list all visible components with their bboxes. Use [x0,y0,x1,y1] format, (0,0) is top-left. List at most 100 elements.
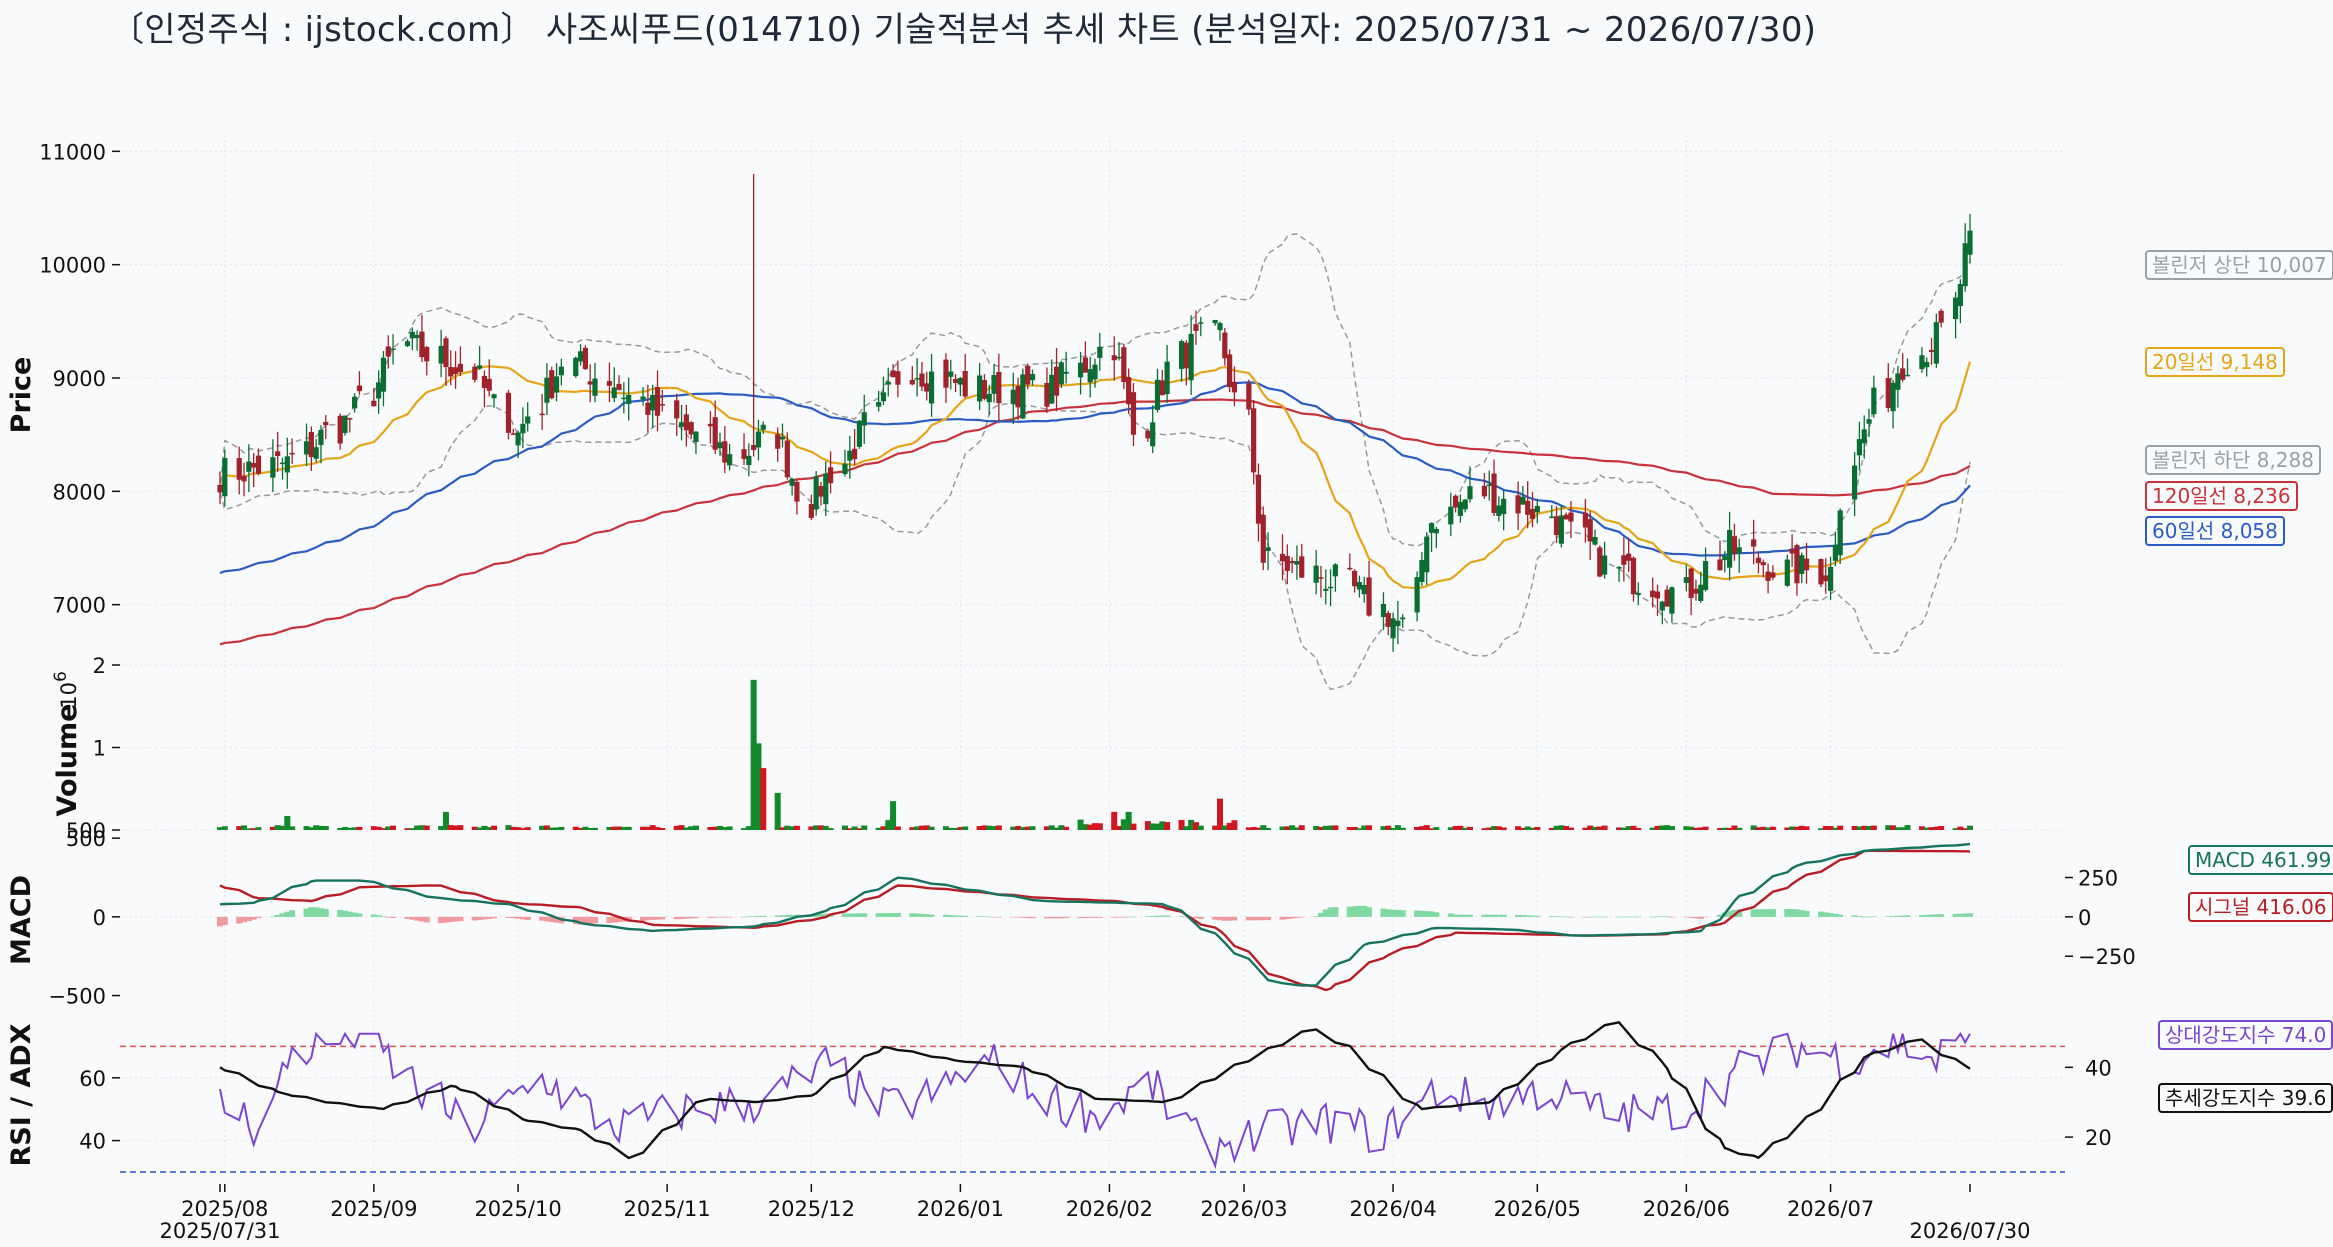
macd-histogram-bar [1356,905,1363,917]
volume-bar [1798,825,1805,830]
badge-rsi: 상대강도지수 74.0 [2158,1019,2333,1050]
macd-histogram-bar [1380,908,1387,917]
candle-body [323,421,329,426]
candle-body [611,387,617,399]
macd-histogram-bar [817,913,824,917]
candle-body [1433,528,1439,534]
macd-histogram-bar [1399,910,1406,917]
candle-body [472,366,478,380]
candle-body [1467,486,1473,500]
macd-histogram-bar [692,916,699,919]
volume-bar [1928,827,1935,830]
macd-histogram-bar [995,916,1002,918]
macd-histogram-bar [1164,915,1171,917]
volume-bar [793,825,800,830]
volume-bar [1529,827,1536,830]
volume-bar [1423,825,1430,830]
macd-histogram-bar [380,916,387,917]
volume-bar [404,828,411,830]
volume-bar [1380,826,1387,830]
macd-histogram-bar [616,916,623,923]
macd-histogram-bar [789,914,796,917]
candle-body [318,429,324,445]
candle-body [712,417,718,450]
candle-body [924,383,930,392]
macd-histogram-bar [1515,914,1522,917]
volume-bar [317,825,324,830]
macd-histogram-bar [1058,916,1065,919]
volume-bar [1894,827,1901,830]
volume-bar [587,827,594,830]
candle-body [1837,510,1843,556]
macd-histogram-bar [1346,906,1353,917]
volume-bar [447,825,454,830]
volume-bar [1087,824,1094,830]
macd-histogram-bar [890,912,897,917]
macd-histogram-bar [909,913,916,917]
candle-body [1698,584,1704,601]
ma60-line [219,381,1971,574]
volume-bar [1043,826,1050,830]
volume-bar [745,826,752,830]
macd-histogram-bar [375,915,382,917]
macd-histogram-bar [1894,915,1901,917]
candle-body [626,394,632,404]
macd-histogram-bar [1024,916,1031,918]
candle-body [880,392,887,402]
candle-body [1352,570,1358,587]
candle-body [1452,495,1459,508]
volume-bar [1731,825,1738,830]
candle-body [1952,297,1959,320]
macd-histogram-bar [1394,909,1401,917]
volume-bar [471,826,478,830]
macd-histogram-bar [1159,915,1166,917]
macd-histogram-bar [918,913,925,917]
macd-histogram-bar [1015,916,1022,918]
candle-body [1212,319,1218,324]
candle-body [1597,547,1603,577]
volume-tick-label: 500 [66,819,106,843]
volume-bar [1500,827,1507,830]
macd-histogram-bar [779,915,786,917]
candle-body [505,392,512,433]
volume-bar [1077,819,1084,830]
candle-body [251,463,257,468]
rsi-line [219,1031,1971,1170]
macd-histogram-bar [515,916,522,919]
candle-body [1188,333,1194,381]
macd-histogram-bar [1957,913,1964,917]
macd-histogram-bar [640,916,647,921]
macd-histogram-bar [245,916,252,921]
candle-body [827,467,834,484]
volume-bar [894,826,901,830]
candle-body [438,345,444,364]
volume-bar [813,825,820,830]
volume-bar [808,826,815,830]
macd-histogram-bar [1289,916,1296,919]
badge-ma120: 120일선 8,236 [2145,480,2298,511]
candle-body [477,365,483,369]
candle-body [587,381,593,385]
macd-histogram-bar [1500,914,1507,917]
macd-histogram-bar [1899,915,1906,917]
candle-body [1799,555,1805,574]
volume-bar [779,827,786,830]
macd-histogram-bar [539,916,546,921]
volume-bar [558,826,565,830]
candle-body [1717,559,1723,571]
bollinger-upper-line [219,233,1971,547]
rsi-tick-label: 40 [79,1130,106,1154]
macd-histogram-bar [1692,916,1699,919]
macd-histogram-bar [582,916,589,925]
macd-histogram-bar [1563,916,1570,918]
volume-bar [486,827,493,830]
volume-bar [1346,826,1353,830]
volume-bar [1885,825,1892,830]
volume-bar [976,826,983,830]
macd-histogram-bar [1736,909,1743,917]
volume-bar [1058,825,1065,830]
volume-bar [414,825,421,830]
macd-histogram-bar [1092,916,1098,918]
candle-body [1933,322,1939,364]
volume-bar [827,828,834,830]
